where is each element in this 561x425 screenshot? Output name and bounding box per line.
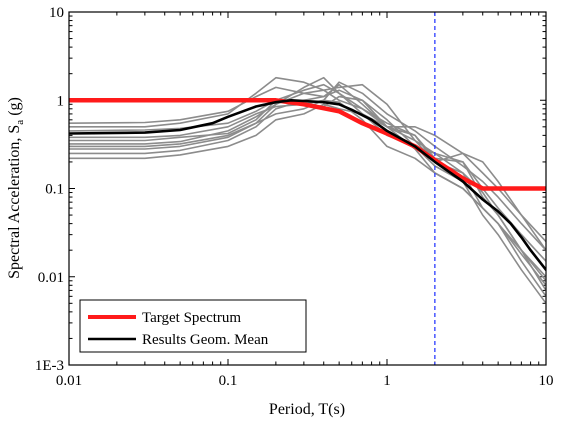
record-series-line xyxy=(69,81,546,251)
y-axis-label-suffix: (g) xyxy=(6,97,23,120)
geometric-mean-line xyxy=(69,99,546,272)
y-axis-label: Spectral Acceleration, Sa (g) xyxy=(6,97,26,279)
x-tick-label: 10 xyxy=(539,373,554,389)
record-series-line xyxy=(69,76,546,263)
record-series-line xyxy=(69,83,546,278)
legend: Target Spectrum Results Geom. Mean xyxy=(79,299,307,353)
record-series-line xyxy=(69,89,546,305)
y-tick-label: 0.01 xyxy=(38,270,64,286)
y-axis-label-subscript: a xyxy=(14,120,26,125)
y-tick-label: 0.1 xyxy=(45,182,64,198)
x-axis-label: Period, T(s) xyxy=(269,401,345,418)
y-axis-label-main: Spectral Acceleration, S xyxy=(6,125,23,279)
y-tick-label: 1E-3 xyxy=(35,358,64,374)
y-tick-label: 10 xyxy=(49,5,64,21)
x-tick-label: 0.01 xyxy=(56,373,82,389)
series-layer xyxy=(69,12,546,365)
x-tick-label: 0.1 xyxy=(219,373,238,389)
legend-label-target: Target Spectrum xyxy=(142,310,241,326)
legend-box xyxy=(79,299,307,353)
record-series-line xyxy=(69,99,546,292)
legend-label-mean: Results Geom. Mean xyxy=(142,332,269,348)
target-spectrum-line xyxy=(69,98,546,191)
y-tick-label: 1 xyxy=(57,93,65,109)
plot-frame xyxy=(68,11,547,366)
record-series-line xyxy=(69,83,546,251)
x-tick-label: 1 xyxy=(383,373,391,389)
